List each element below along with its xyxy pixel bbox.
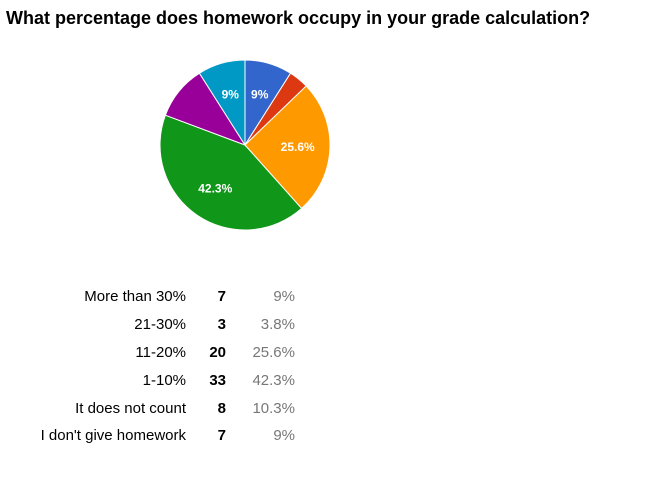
chart-title: What percentage does homework occupy in … (6, 8, 591, 28)
pie-slice-5 (198, 59, 246, 147)
option-count: 3 (217, 316, 226, 334)
option-percent: 42.3% (252, 371, 295, 389)
table-row: More than 30% 7 9% (0, 283, 295, 311)
pie-slice-3 (159, 114, 303, 231)
pie-slice-label-2: 25.6% (281, 140, 315, 154)
pie-chart: 9% 25.6% 42.3% 9% (150, 50, 340, 240)
option-count: 33 (209, 371, 226, 389)
option-percent: 9% (273, 427, 295, 445)
option-count: 7 (217, 288, 226, 306)
option-label: I don't give homework (40, 427, 186, 445)
pie-slice-2 (244, 85, 331, 210)
pie-slice-label-0: 9% (251, 87, 269, 101)
table-row: It does not count 8 10.3% (0, 394, 295, 422)
option-count: 20 (209, 343, 226, 361)
option-count: 8 (217, 399, 226, 417)
table-row: 21-30% 3 3.8% (0, 311, 295, 339)
table-row: I don't give homework 7 9% (0, 422, 295, 450)
option-percent: 25.6% (252, 343, 295, 361)
pie-slice-label-5: 9% (222, 87, 240, 101)
option-label: 11-20% (135, 343, 186, 361)
option-count: 7 (217, 427, 226, 445)
option-label: More than 30% (84, 288, 186, 306)
response-summary-table: More than 30% 7 9% 21-30% 3 3.8% 11-20% 20 25.6%… (0, 283, 295, 450)
option-percent: 3.8% (260, 316, 295, 334)
pie-slice-label-3: 42.3% (198, 181, 232, 195)
pie-chart-svg: 9% 25.6% 42.3% 9% (159, 59, 331, 231)
table-row: 11-20% 20 25.6% (0, 339, 295, 367)
option-label: 21-30% (134, 316, 186, 334)
option-percent: 10.3% (252, 399, 295, 417)
table-row: 1-10% 33 42.3% (0, 366, 295, 394)
option-label: 1-10% (142, 371, 186, 389)
response-summary-body: More than 30% 7 9% 21-30% 3 3.8% 11-20% 20 25.6%… (0, 283, 295, 450)
option-percent: 9% (273, 288, 295, 306)
option-label: It does not count (75, 399, 186, 417)
